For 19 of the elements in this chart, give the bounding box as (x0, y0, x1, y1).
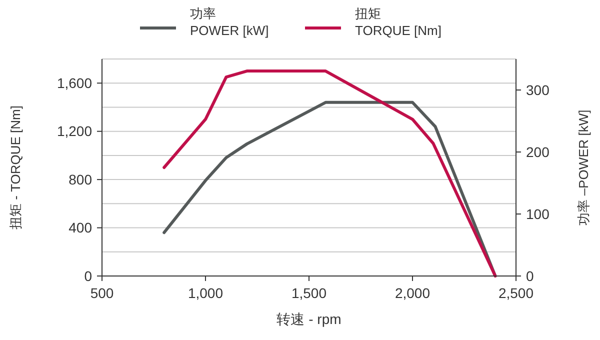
y-axis-title: 扭矩 - TORQUE [Nm] (8, 106, 23, 230)
y-tick-label: 800 (68, 171, 92, 188)
x-tick-label: 2,000 (394, 285, 430, 301)
y2-tick-label: 200 (526, 144, 550, 160)
y2-axis-title: 功率 –POWER [kW] (576, 110, 591, 226)
x-tick-label: 1,000 (188, 285, 224, 301)
y2-tick-label: 0 (526, 268, 534, 284)
x-tick-label: 2,500 (498, 285, 534, 301)
legend-label: 扭矩 TORQUE [Nm] (355, 6, 442, 38)
y-tick-label: 1,600 (56, 75, 92, 92)
y-tick-label: 400 (68, 220, 92, 236)
x-axis-title: 转速 - rpm (276, 311, 342, 327)
legend-label: 功率 POWER [kW] (190, 6, 269, 38)
x-tick-label: 1,500 (291, 285, 327, 301)
y-tick-label: 0 (84, 268, 92, 284)
x-tick-label: 500 (90, 285, 114, 301)
y2-tick-label: 100 (526, 206, 550, 222)
y2-tick-label: 300 (526, 82, 550, 98)
y-tick-label: 1,200 (56, 123, 92, 140)
